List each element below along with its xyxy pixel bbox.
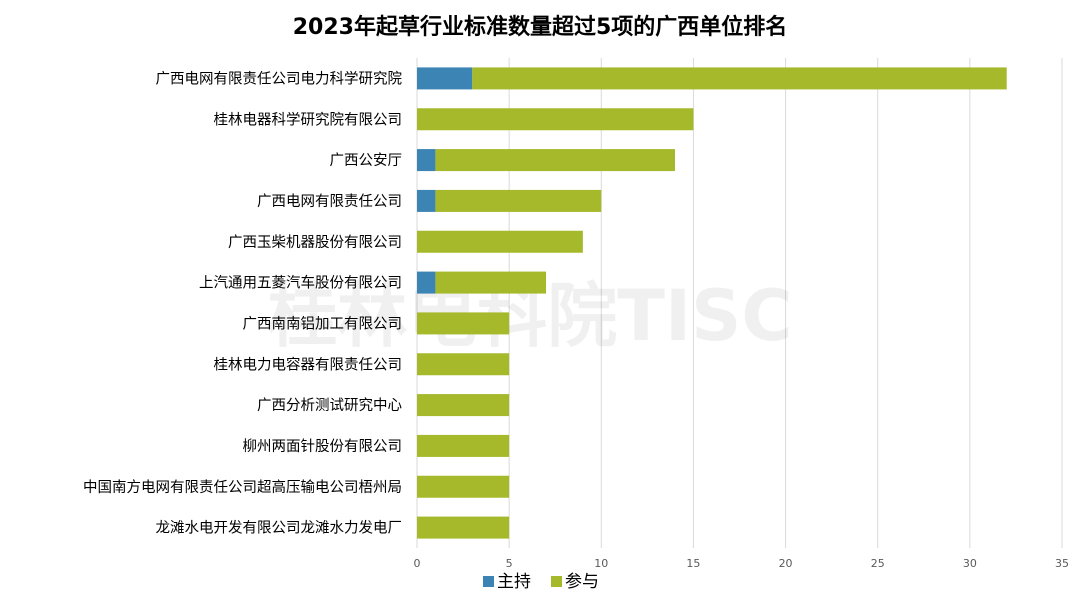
category-label: 中国南方电网有限责任公司超高压输电公司梧州局 — [83, 479, 402, 496]
x-tick-label: 5 — [506, 557, 513, 570]
chart-title: 2023年起草行业标准数量超过5项的广西单位排名 — [293, 14, 788, 40]
x-tick-label: 15 — [686, 557, 700, 570]
bar-segment-participate — [417, 312, 510, 335]
category-label: 广西电网有限责任公司 — [257, 193, 402, 210]
category-label: 上汽通用五菱汽车股份有限公司 — [199, 275, 402, 292]
bar-segment-participate — [417, 230, 583, 253]
category-label: 广西南南铝加工有限公司 — [243, 315, 403, 332]
bar-segment-participate — [417, 394, 510, 417]
legend-swatch — [483, 576, 494, 587]
category-label: 广西玉柴机器股份有限公司 — [228, 234, 402, 251]
x-tick-label: 20 — [779, 557, 793, 570]
legend-label: 主持 — [497, 572, 531, 592]
category-label: 广西分析测试研究中心 — [257, 397, 402, 414]
legend-label: 参与 — [565, 572, 599, 592]
bar-segment-participate — [417, 353, 510, 376]
bars — [417, 67, 1007, 539]
bar-segment-host — [417, 189, 436, 212]
bar-segment-participate — [417, 475, 510, 498]
bar-segment-participate — [435, 271, 546, 294]
bar-segment-participate — [417, 516, 510, 539]
bar-segment-host — [417, 271, 436, 294]
bar-segment-participate — [472, 67, 1007, 90]
x-tick-label: 25 — [871, 557, 885, 570]
x-tick-label: 35 — [1055, 557, 1069, 570]
x-tick-label: 10 — [594, 557, 608, 570]
x-tick-label: 0 — [414, 557, 421, 570]
category-label: 柳州两面针股份有限公司 — [243, 438, 403, 455]
category-labels: 广西电网有限责任公司电力科学研究院桂林电器科学研究院有限公司广西公安厅广西电网有… — [83, 70, 402, 536]
category-label: 桂林电力电容器有限责任公司 — [214, 356, 403, 373]
x-axis-ticks: 0 5 10 15 20 25 30 35 — [414, 557, 1070, 570]
bar-segment-participate — [417, 108, 694, 131]
x-tick-label: 30 — [963, 557, 977, 570]
legend: 主持 参与 — [483, 572, 599, 592]
legend-swatch — [551, 576, 562, 587]
category-label: 广西公安厅 — [330, 152, 403, 169]
bar-segment-participate — [417, 434, 510, 457]
bar-segment-host — [417, 67, 473, 90]
bar-segment-participate — [435, 149, 675, 172]
grid-lines — [416, 58, 1063, 548]
category-label: 桂林电器科学研究院有限公司 — [214, 111, 403, 128]
category-label: 龙滩水电开发有限公司龙滩水力发电厂 — [156, 520, 403, 537]
bar-segment-host — [417, 149, 436, 172]
bar-segment-participate — [435, 189, 602, 212]
category-label: 广西电网有限责任公司电力科学研究院 — [156, 70, 403, 87]
